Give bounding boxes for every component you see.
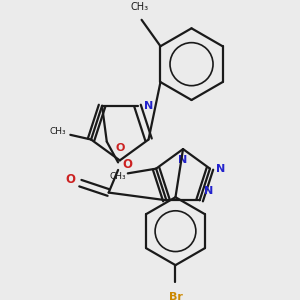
Text: O: O — [66, 173, 76, 186]
Text: N: N — [144, 101, 153, 111]
Text: CH₃: CH₃ — [50, 127, 67, 136]
Text: N: N — [216, 164, 225, 174]
Text: O: O — [123, 158, 133, 171]
Text: O: O — [115, 143, 124, 153]
Text: N: N — [178, 155, 188, 165]
Text: Br: Br — [169, 292, 182, 300]
Text: CH₃: CH₃ — [109, 172, 126, 181]
Text: N: N — [204, 186, 214, 196]
Text: CH₃: CH₃ — [130, 2, 149, 12]
